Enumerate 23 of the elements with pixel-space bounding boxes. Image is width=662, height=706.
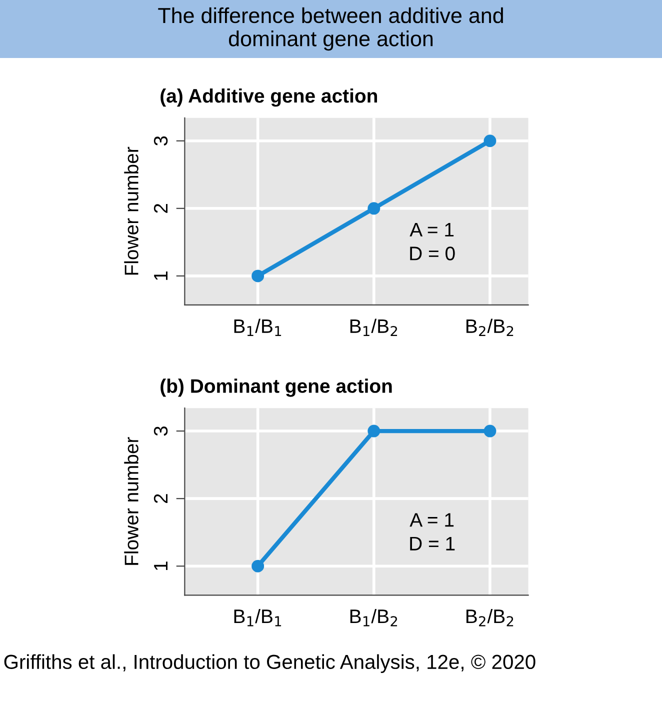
point xyxy=(252,270,264,282)
y-tick-label: 2 xyxy=(154,204,168,213)
text: The difference between additive and dominant gene action xyxy=(158,7,503,51)
annotation: A = 1 D = 0 xyxy=(410,223,455,260)
chart-title: (b) Dominant gene action xyxy=(160,378,392,397)
y-tick-label: 2 xyxy=(154,494,168,503)
x-tick-label: B$_{1}$/B$_{1}$ xyxy=(234,318,282,336)
point xyxy=(368,202,380,215)
point xyxy=(484,134,496,148)
text: Griffiths et al., Introduction to Genetic Analysis, 12e, © 2020 xyxy=(4,654,536,674)
y-tick-label: 3 xyxy=(154,136,168,146)
x-tick-label: B$_{1}$/B$_{2}$ xyxy=(350,318,398,336)
y-tick-label: 1 xyxy=(154,562,168,570)
x-tick-label: B$_{1}$/B$_{2}$ xyxy=(350,608,398,626)
y-axis-title: Flower number xyxy=(124,437,138,565)
annotation: A = 1 D = 1 xyxy=(410,513,455,550)
y-tick-label: 3 xyxy=(154,426,168,436)
x-tick-label: B$_{2}$/B$_{2}$ xyxy=(466,318,514,336)
x-tick-label: B$_{1}$/B$_{1}$ xyxy=(234,608,282,626)
x-tick-label: B$_{2}$/B$_{2}$ xyxy=(466,608,514,626)
y-tick-label: 1 xyxy=(154,271,168,280)
y-axis-title: Flower number xyxy=(124,146,138,275)
chart-title: (a) Additive gene action xyxy=(160,88,378,107)
